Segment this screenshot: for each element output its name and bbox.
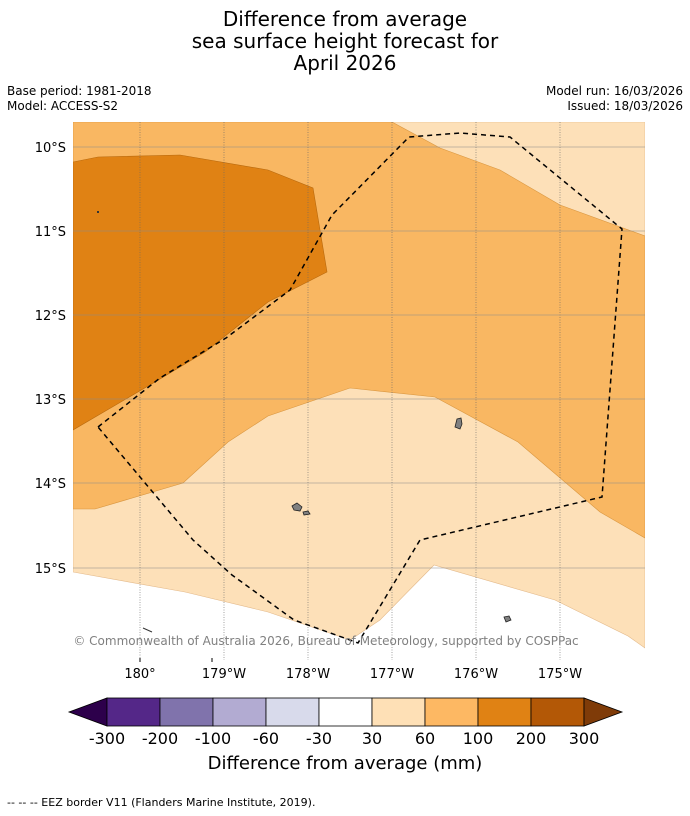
lat-label: 14°S <box>35 477 66 492</box>
island-futuna <box>291 502 303 512</box>
lon-label: 177°W <box>370 667 414 682</box>
colorbar-tick: 100 <box>462 729 494 748</box>
islet-dot <box>97 211 99 213</box>
eez-border <box>96 132 623 644</box>
islet-line <box>142 627 153 633</box>
colorbar-tick: 30 <box>361 729 383 748</box>
colorbar-segment <box>106 697 161 727</box>
colorbar-tick: 300 <box>568 729 600 748</box>
colorbar-tick: -60 <box>252 729 280 748</box>
base-period: Base period: 1981-2018 <box>7 84 152 98</box>
island-alofi <box>302 510 311 516</box>
colorbar-tick: 200 <box>515 729 547 748</box>
colorbar-title: Difference from average (mm) <box>207 753 483 774</box>
model-name: Model: ACCESS-S2 <box>7 99 119 113</box>
issued-date: Issued: 18/03/2026 <box>567 99 683 113</box>
graticule-meridians <box>139 122 561 660</box>
lat-label: 11°S <box>35 225 66 240</box>
colorbar-segment <box>371 697 426 727</box>
colorbar-tick: -100 <box>194 729 232 748</box>
chart-title: Difference from average sea surface heig… <box>0 8 690 74</box>
colorbar-tick: 60 <box>414 729 436 748</box>
lat-label: 12°S <box>35 309 66 324</box>
lat-label: 10°S <box>35 141 66 156</box>
model-run: Model run: 16/03/2026 <box>545 84 683 98</box>
colorbar-segment <box>318 697 373 727</box>
lat-label: 15°S <box>35 562 66 577</box>
colorbar-segment <box>530 697 585 727</box>
lon-ticks <box>139 658 213 662</box>
title-line-2: sea surface height forecast for <box>191 29 499 53</box>
lon-label: 178°W <box>286 667 330 682</box>
lon-label: 175°W <box>538 667 582 682</box>
colorbar-segment <box>265 697 320 727</box>
colorbar <box>67 697 624 727</box>
colorbar-tick: -30 <box>305 729 333 748</box>
lon-label: 179°W <box>202 667 246 682</box>
graticule-parallels <box>73 146 645 569</box>
lon-label: 176°W <box>454 667 498 682</box>
title-line-3: April 2026 <box>293 51 397 75</box>
colorbar-high-arrow <box>583 697 624 727</box>
contour-100-200 <box>73 154 328 431</box>
meta-left: Base period: 1981-2018 Model: ACCESS-S2 <box>7 84 152 114</box>
colorbar-segment <box>212 697 267 727</box>
colorbar-tick: -200 <box>141 729 179 748</box>
eez-legend: -- -- -- EEZ border V11 (Flanders Marine… <box>7 796 316 809</box>
island-wallis <box>454 417 463 430</box>
island-small <box>503 615 512 623</box>
colorbar-segment <box>477 697 532 727</box>
lat-labels: 10°S 11°S 12°S 13°S 14°S 15°S <box>35 141 66 577</box>
colorbar-segment <box>424 697 479 727</box>
map-area <box>73 122 645 660</box>
title-line-1: Difference from average <box>222 7 468 31</box>
colorbar-low-arrow <box>67 697 108 727</box>
colorbar-segment <box>159 697 214 727</box>
copyright-text: © Commonwealth of Australia 2026, Bureau… <box>73 634 578 648</box>
colorbar-tick: -300 <box>88 729 126 748</box>
lat-label: 13°S <box>35 393 66 408</box>
meta-right: Model run: 16/03/2026 Issued: 18/03/2026 <box>546 84 683 114</box>
lon-labels: 180° 179°W 178°W 177°W 176°W 175°W <box>124 667 582 682</box>
lon-label: 180° <box>124 667 155 682</box>
